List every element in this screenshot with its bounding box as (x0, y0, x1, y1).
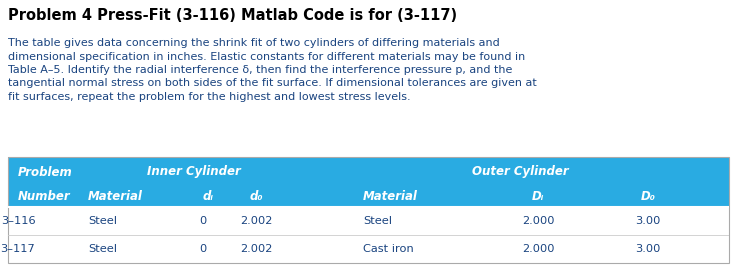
Text: 3.00: 3.00 (635, 244, 660, 254)
Text: Table A–5. Identify the radial interference δ, then find the interference pressu: Table A–5. Identify the radial interfere… (8, 65, 512, 75)
Text: Material: Material (363, 189, 418, 203)
Text: Steel: Steel (88, 244, 117, 254)
Text: Material: Material (88, 189, 143, 203)
Text: tangential normal stress on both sides of the fit surface. If dimensional tolera: tangential normal stress on both sides o… (8, 79, 537, 89)
Bar (8, 157, 729, 207)
Text: Problem 4 Press-Fit (3-116) Matlab Code is for (3-117): Problem 4 Press-Fit (3-116) Matlab Code … (8, 8, 457, 23)
Text: Inner Cylinder: Inner Cylinder (147, 165, 240, 179)
Text: D₀: D₀ (640, 189, 655, 203)
Text: Dᵢ: Dᵢ (532, 189, 544, 203)
Text: The table gives data concerning the shrink fit of two cylinders of differing mat: The table gives data concerning the shri… (8, 38, 500, 48)
Text: fit surfaces, repeat the problem for the highest and lowest stress levels.: fit surfaces, repeat the problem for the… (8, 92, 411, 102)
Text: dᵢ: dᵢ (203, 189, 214, 203)
Text: 2.000: 2.000 (522, 216, 554, 226)
Text: Number: Number (18, 189, 71, 203)
Text: 3–117: 3–117 (1, 244, 35, 254)
Text: Problem: Problem (18, 165, 73, 179)
Text: 3–116: 3–116 (1, 216, 35, 226)
Text: Outer Cylinder: Outer Cylinder (472, 165, 568, 179)
Text: d₀: d₀ (249, 189, 263, 203)
Text: Cast iron: Cast iron (363, 244, 413, 254)
Text: dimensional specification in inches. Elastic constants for different materials m: dimensional specification in inches. Ela… (8, 51, 525, 62)
Text: 0: 0 (200, 244, 206, 254)
Text: 0: 0 (200, 216, 206, 226)
Text: 2.002: 2.002 (240, 216, 272, 226)
Text: 3.00: 3.00 (635, 216, 660, 226)
Text: Steel: Steel (363, 216, 392, 226)
Text: 2.002: 2.002 (240, 244, 272, 254)
Bar (8, 207, 729, 263)
Text: 2.000: 2.000 (522, 244, 554, 254)
Text: Steel: Steel (88, 216, 117, 226)
